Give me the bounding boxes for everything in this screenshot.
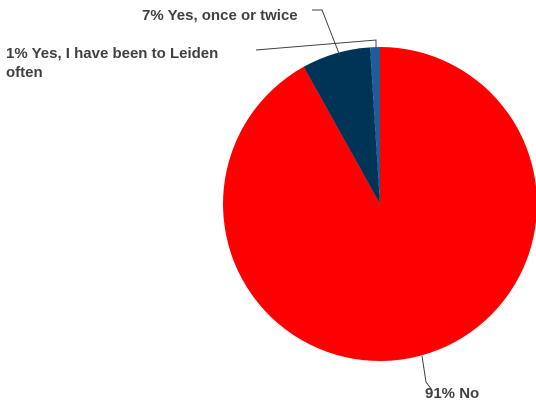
pie-slice-no [222, 47, 536, 361]
slice-label-often: 1% Yes, I have been to Leiden often [6, 45, 219, 81]
pie-slice-often [370, 47, 380, 204]
slice-label-once-or-twice: 7% Yes, once or twice [142, 7, 298, 24]
leader-line-once-or-twice [312, 9, 341, 57]
pie-slice-once-or-twice [303, 47, 380, 204]
leader-line-often [255, 39, 377, 51]
leader-line-no [421, 355, 433, 391]
slice-label-no: 91% No [425, 385, 480, 402]
